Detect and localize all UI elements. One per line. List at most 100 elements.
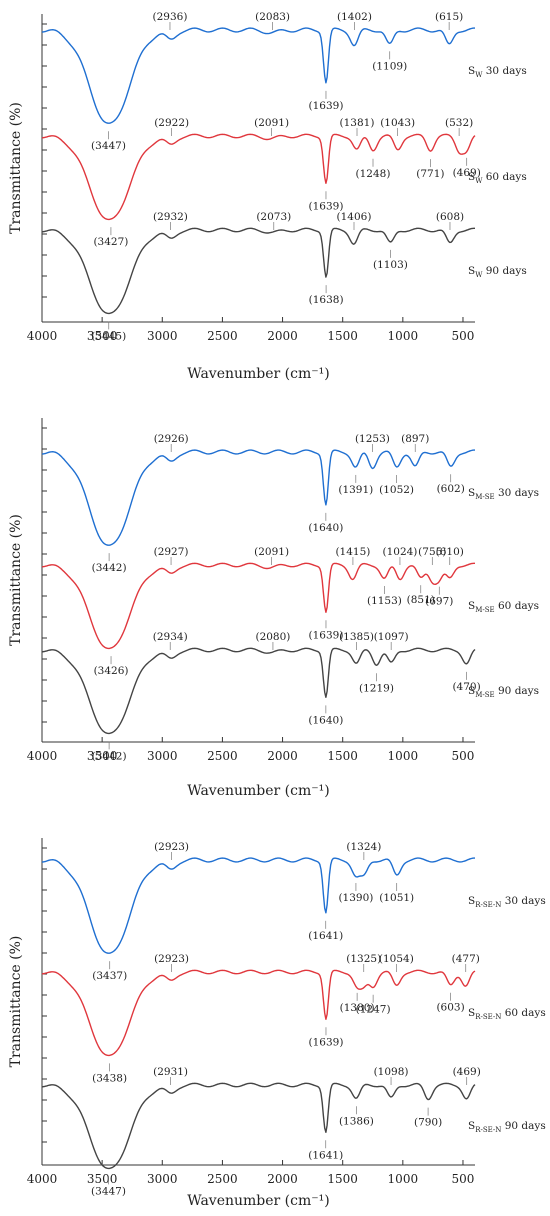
peak-label: (1406) (337, 211, 372, 223)
peak-label: (477) (452, 953, 480, 965)
peak-label: (469) (453, 167, 481, 179)
x-tick-label: 3500 (87, 749, 118, 763)
peak-label: (1325) (346, 953, 381, 965)
series-line-2 (41, 969, 476, 1057)
y-axis-title: Transmittance (%) (8, 936, 24, 1068)
peak-label: (2091) (254, 546, 289, 558)
peak-label: (1638) (309, 294, 344, 306)
peak-label: (2932) (153, 211, 188, 223)
series-line-1 (41, 27, 475, 124)
peak-label: (2926) (154, 433, 189, 445)
series-line-1 (41, 857, 475, 954)
x-tick-label: 3000 (147, 749, 178, 763)
x-tick-label: 500 (452, 749, 475, 763)
x-tick-label: 4000 (27, 1172, 58, 1186)
chart-panel-3: 4000 3500 3000 2500 2000 1500 1000 500 Wavenumbe… (8, 838, 546, 1209)
peak-label: (1098) (374, 1066, 409, 1078)
peak-label: (2934) (153, 631, 188, 643)
peak-label: (1391) (338, 484, 373, 496)
peak-label: (2922) (154, 117, 189, 129)
series-label: SM-SE 30 days (468, 487, 539, 501)
peak-label: (755) (418, 546, 446, 558)
x-tick-label: 2000 (267, 329, 298, 343)
x-axis-title: Wavenumber (cm⁻¹) (187, 783, 329, 799)
peak-label: (532) (445, 117, 473, 129)
peak-label: (2931) (153, 1066, 188, 1078)
y-axis-title: Transmittance (%) (8, 514, 24, 646)
peak-label: (3427) (93, 236, 128, 248)
peak-label: (2073) (256, 211, 291, 223)
peak-label: (1051) (379, 892, 414, 904)
x-tick-label: 1500 (327, 1172, 358, 1186)
x-tick-label: 2000 (267, 1172, 298, 1186)
peak-label: (3438) (92, 1072, 127, 1084)
peak-label: (1248) (356, 168, 391, 180)
peak-label: (697) (425, 596, 453, 608)
series-label: SR-SE-N 60 days (468, 1007, 546, 1021)
peak-label: (3442) (92, 562, 127, 574)
x-tick-label: 1000 (388, 1172, 419, 1186)
peak-label: (1219) (359, 682, 394, 694)
peak-label: (1109) (372, 60, 407, 72)
peak-label: (1639) (309, 1036, 344, 1048)
peak-label: (1324) (346, 841, 381, 853)
x-tick-label: 1500 (327, 749, 358, 763)
x-tick-label: 2500 (207, 329, 238, 343)
peak-label: (1097) (374, 631, 409, 643)
peak-label: (2923) (154, 953, 189, 965)
x-axis-title: Wavenumber (cm⁻¹) (187, 1193, 329, 1209)
peak-label: (469) (453, 1066, 481, 1078)
x-tick-label: 2500 (207, 1172, 238, 1186)
series-line-3 (41, 227, 475, 315)
x-tick-label: 3000 (147, 329, 178, 343)
peak-label: (1402) (337, 11, 372, 23)
y-axis-title: Transmittance (%) (8, 102, 24, 234)
peak-label: (608) (436, 211, 464, 223)
peak-label: (3442) (92, 750, 127, 762)
x-tick-label: 1500 (327, 329, 358, 343)
peak-label: (1103) (373, 259, 408, 271)
x-tick-label: 1000 (388, 749, 419, 763)
peak-label: (1247) (356, 1004, 391, 1016)
peak-label: (1640) (308, 714, 343, 726)
peak-label: (3447) (91, 140, 126, 152)
series-label: SW 90 days (468, 265, 527, 279)
peak-label: (602) (437, 483, 465, 495)
peak-label: (470) (452, 681, 480, 693)
peak-label: (1639) (309, 100, 344, 112)
peak-label: (603) (436, 1002, 464, 1014)
series-line-3 (41, 647, 476, 735)
x-tick-label: 2000 (267, 749, 298, 763)
x-tick-label: 500 (452, 329, 475, 343)
peak-label: (1415) (335, 546, 370, 558)
peak-label: (2083) (255, 11, 290, 23)
peak-label: (3447) (91, 1185, 126, 1197)
peak-label: (610) (436, 546, 464, 558)
peak-label: (2927) (154, 546, 189, 558)
x-tick-label: 1000 (388, 329, 419, 343)
peak-label: (851) (407, 594, 435, 606)
peak-label: (3437) (92, 970, 127, 982)
peak-label: (1641) (308, 930, 343, 942)
x-tick-label: 500 (452, 1172, 475, 1186)
peak-label: (1641) (308, 1149, 343, 1161)
peak-label: (1639) (309, 629, 344, 641)
peak-label: (1253) (355, 433, 390, 445)
chart-panel-2: 4000 3500 3000 2500 2000 1500 1000 500 Wavenumbe… (8, 418, 539, 799)
series-label: SR-SE-N 90 days (468, 1120, 546, 1134)
x-axis-title: Wavenumber (cm⁻¹) (187, 366, 329, 382)
series-line-3 (41, 1082, 476, 1170)
peak-label: (1381) (340, 117, 375, 129)
peak-label: (2091) (254, 117, 289, 129)
x-tick-label: 2500 (207, 749, 238, 763)
peak-label: (3445) (91, 330, 126, 342)
peak-label: (1385) (339, 631, 374, 643)
peak-label: (1386) (339, 1115, 374, 1127)
peak-label: (897) (401, 433, 429, 445)
peak-label: (1052) (379, 484, 414, 496)
series-label: SW 60 days (468, 171, 527, 185)
peak-label: (2936) (153, 11, 188, 23)
peak-label: (790) (414, 1117, 442, 1129)
peak-label: (1054) (379, 953, 414, 965)
